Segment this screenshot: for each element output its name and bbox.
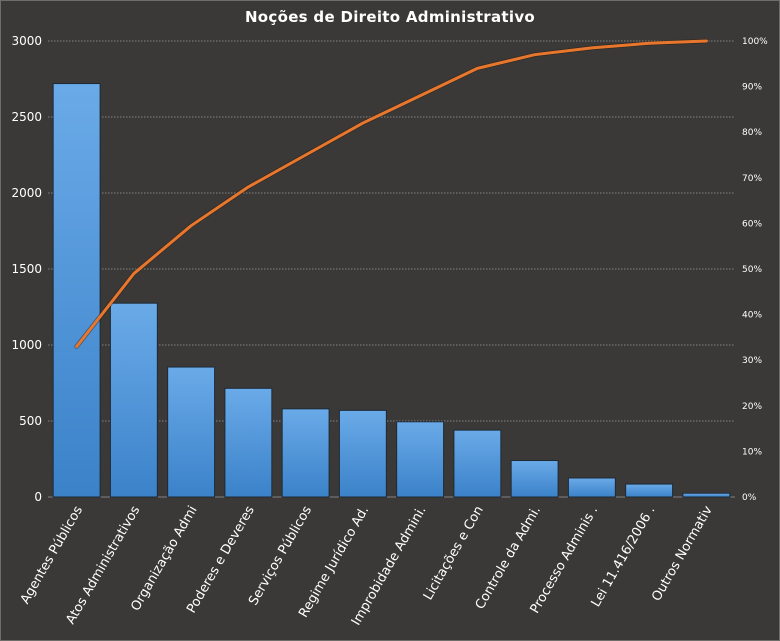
y-axis-primary: 0 500 1000 1500 2000 2500 3000 — [11, 34, 42, 504]
y-tick-label: 0 — [34, 490, 42, 504]
bar-1 — [52, 83, 101, 498]
bar-3 — [167, 366, 216, 498]
bar-9 — [510, 460, 559, 498]
bar-11 — [625, 483, 674, 498]
x-tick-label: Licitações e Con — [421, 504, 487, 603]
y2-tick-label: 60% — [742, 219, 762, 229]
bar-4 — [224, 387, 273, 498]
chart-title: Noções de Direito Administrativo — [244, 8, 536, 26]
y-tick-label: 2500 — [11, 110, 42, 124]
cumulative-line-series — [74, 38, 709, 349]
y2-tick-label: 0% — [742, 493, 757, 503]
y2-tick-label: 10% — [742, 447, 762, 457]
cumulative-line — [75, 39, 708, 349]
y2-tick-label: 30% — [742, 356, 762, 366]
y2-tick-label: 20% — [742, 402, 762, 412]
bar-6 — [338, 409, 387, 498]
bar-10 — [567, 477, 616, 498]
bar-2 — [109, 302, 158, 498]
bar-8 — [453, 429, 502, 498]
y-tick-label: 2000 — [11, 186, 42, 200]
x-tick-label: Serviços Públicos — [246, 503, 315, 608]
x-tick-label: Agentes Públicos — [18, 503, 86, 606]
y-tick-label: 1000 — [11, 338, 42, 352]
bar-5 — [281, 408, 330, 498]
bar-7 — [396, 421, 445, 498]
y2-tick-label: 40% — [742, 311, 762, 321]
y-tick-label: 1500 — [11, 262, 42, 276]
y2-tick-label: 100% — [742, 37, 768, 47]
y-tick-label: 3000 — [11, 34, 42, 48]
y2-tick-label: 70% — [742, 174, 762, 184]
y2-tick-label: 90% — [742, 83, 762, 93]
y2-tick-label: 80% — [742, 128, 762, 138]
gridlines — [48, 40, 735, 498]
y-axis-secondary: 0% 10% 20% 30% 40% 50% 60% 70% 80% 90% 100% — [742, 37, 768, 503]
y-tick-label: 500 — [19, 414, 42, 428]
line-shadow — [74, 38, 709, 349]
bar-series — [52, 83, 731, 498]
bar-12 — [682, 492, 731, 498]
y2-tick-label: 50% — [742, 265, 762, 275]
x-tick-label: Outros Normativ — [649, 503, 716, 604]
x-tick-label: Controle da Admi. — [473, 504, 544, 613]
x-tick-label: Lei 11.416/2006 . — [589, 504, 659, 610]
